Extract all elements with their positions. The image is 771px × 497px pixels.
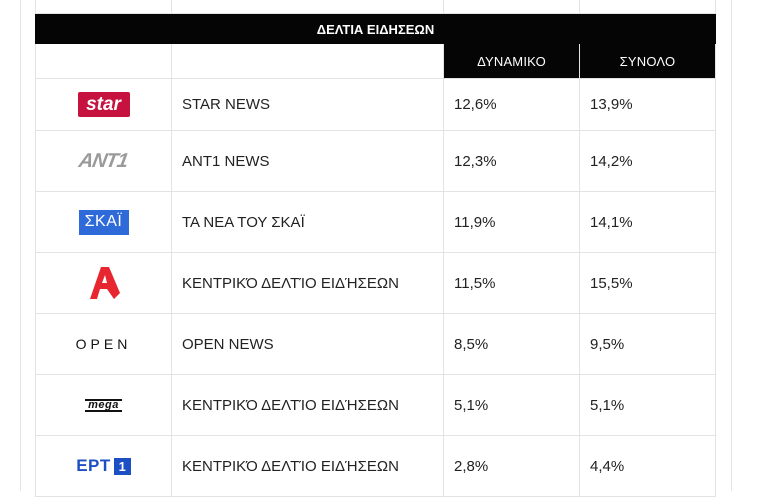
page-frame-right	[731, 0, 732, 491]
program-name: STAR NEWS	[172, 79, 444, 131]
dynamic-value: 5,1%	[444, 375, 580, 436]
total-value: 15,5%	[580, 253, 716, 314]
logo-cell: ΕΡΤ 1	[35, 436, 172, 497]
program-name: OPEN NEWS	[172, 314, 444, 375]
table-row: OPEN OPEN NEWS 8,5% 9,5%	[35, 314, 716, 375]
dynamic-value: 12,3%	[444, 131, 580, 192]
ert-logo-text: ΕΡΤ	[76, 456, 111, 475]
column-header-total: ΣΥΝΟΛΟ	[580, 44, 716, 79]
logo-cell	[35, 253, 172, 314]
alpha-logo	[89, 267, 120, 299]
dynamic-value: 2,8%	[444, 436, 580, 497]
table-row: ANT1 ANT1 NEWS 12,3% 14,2%	[35, 131, 716, 192]
total-value: 5,1%	[580, 375, 716, 436]
mega-logo: mega	[85, 398, 122, 412]
table-row: ΣΚΑΪ ΤΑ ΝΕΑ ΤΟΥ ΣΚΑΪ 11,9% 14,1%	[35, 192, 716, 253]
cell	[172, 0, 444, 14]
total-value: 9,5%	[580, 314, 716, 375]
star-logo: star	[77, 92, 130, 117]
table-row: ΚΕΝΤΡΙΚΌ ΔΕΛΤΊΟ ΕΙΔΉΣΕΩΝ 11,5% 15,5%	[35, 253, 716, 314]
skai-logo: ΣΚΑΪ	[78, 209, 129, 235]
program-name: ΚΕΝΤΡΙΚΌ ΔΕΛΤΊΟ ΕΙΔΉΣΕΩΝ	[172, 436, 444, 497]
ert-logo-badge: 1	[113, 457, 131, 475]
logo-cell: ΣΚΑΪ	[35, 192, 172, 253]
cell	[35, 0, 172, 14]
total-value: 13,9%	[580, 79, 716, 131]
table-row: mega ΚΕΝΤΡΙΚΌ ΔΕΛΤΊΟ ΕΙΔΉΣΕΩΝ 5,1% 5,1%	[35, 375, 716, 436]
program-name: ΚΕΝΤΡΙΚΌ ΔΕΛΤΊΟ ΕΙΔΉΣΕΩΝ	[172, 375, 444, 436]
total-value: 4,4%	[580, 436, 716, 497]
program-name: ΤΑ ΝΕΑ ΤΟΥ ΣΚΑΪ	[172, 192, 444, 253]
logo-cell: OPEN	[35, 314, 172, 375]
open-logo: OPEN	[75, 336, 132, 352]
logo-cell: ANT1	[35, 131, 172, 192]
ant1-logo: ANT1	[77, 149, 130, 172]
program-name: ΚΕΝΤΡΙΚΌ ΔΕΛΤΊΟ ΕΙΔΉΣΕΩΝ	[172, 253, 444, 314]
total-value: 14,1%	[580, 192, 716, 253]
total-value: 14,2%	[580, 131, 716, 192]
cell	[580, 0, 716, 14]
table-row: star STAR NEWS 12,6% 13,9%	[35, 79, 716, 131]
program-name: ANT1 NEWS	[172, 131, 444, 192]
table-row: ΕΡΤ 1 ΚΕΝΤΡΙΚΌ ΔΕΛΤΊΟ ΕΙΔΉΣΕΩΝ 2,8% 4,4%	[35, 436, 716, 497]
table-header-row: ΔΥΝΑΜΙΚΟ ΣΥΝΟΛΟ	[35, 44, 716, 79]
logo-cell: star	[35, 79, 172, 131]
dynamic-value: 11,9%	[444, 192, 580, 253]
table-row-top-partial	[35, 0, 716, 14]
column-header-dynamic: ΔΥΝΑΜΙΚΟ	[444, 44, 580, 79]
table-title: ΔΕΛΤΙΑ ΕΙΔΗΣΕΩΝ	[35, 14, 716, 44]
header-cell-logo	[35, 44, 172, 79]
dynamic-value: 12,6%	[444, 79, 580, 131]
logo-cell: mega	[35, 375, 172, 436]
dynamic-value: 11,5%	[444, 253, 580, 314]
header-cell-program	[172, 44, 444, 79]
page-frame-left	[20, 0, 21, 491]
ert1-logo: ΕΡΤ 1	[76, 456, 131, 476]
cell	[444, 0, 580, 14]
dynamic-value: 8,5%	[444, 314, 580, 375]
